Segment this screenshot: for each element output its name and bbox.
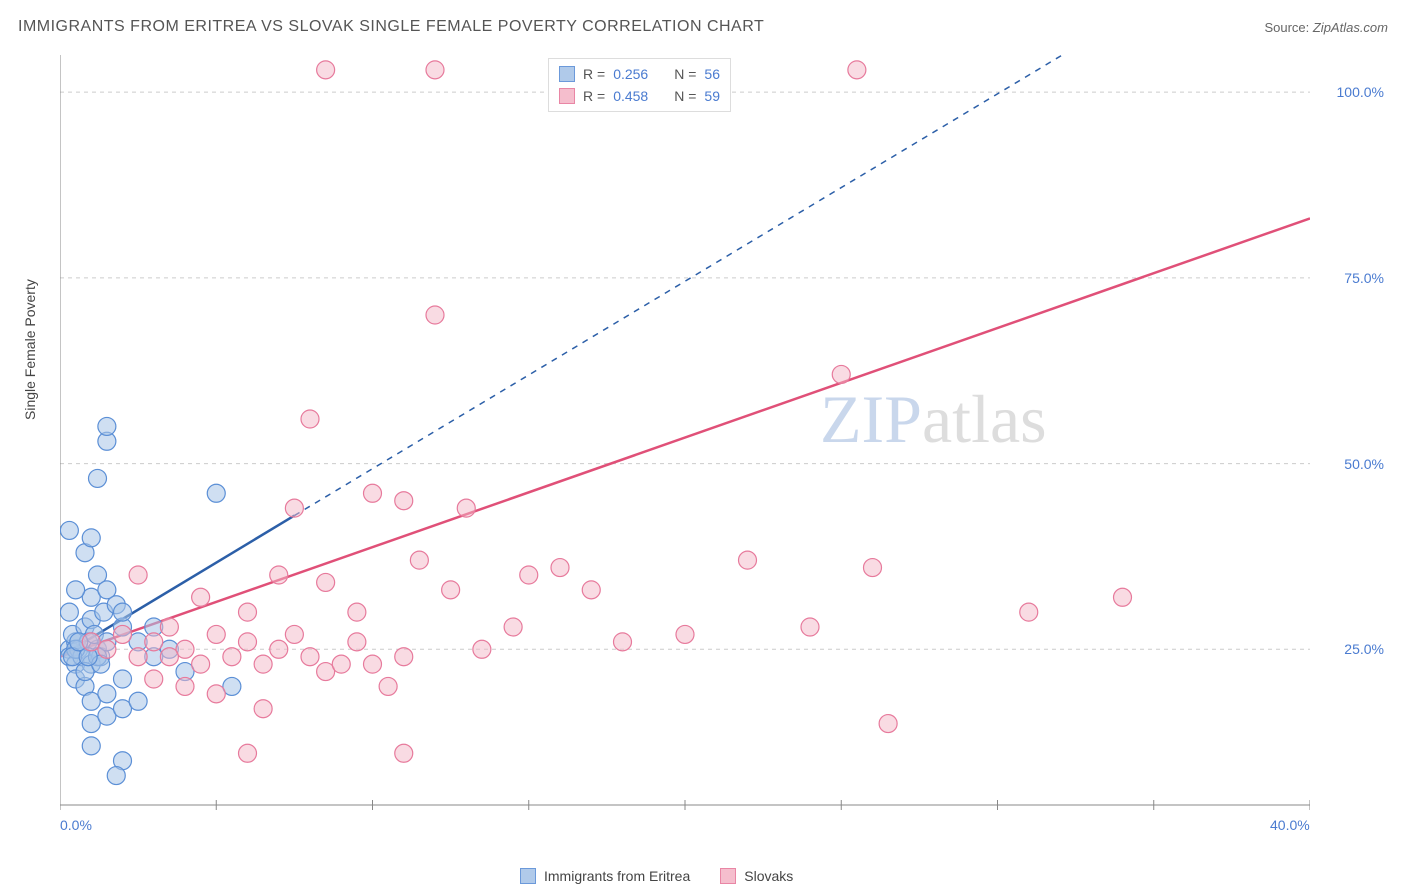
r-value-2: 0.458	[613, 88, 648, 104]
r-label: R =	[583, 66, 605, 82]
legend-swatch-1	[559, 66, 575, 82]
legend-row-series-1: R = 0.256 N = 56	[559, 63, 720, 85]
chart-title: IMMIGRANTS FROM ERITREA VS SLOVAK SINGLE…	[18, 18, 764, 36]
series-legend: Immigrants from Eritrea Slovaks	[520, 868, 793, 884]
y-tick-label: 75.0%	[1344, 270, 1384, 286]
y-axis-label: Single Female Poverty	[22, 279, 38, 420]
n-value-2: 59	[704, 88, 720, 104]
r-value-1: 0.256	[613, 66, 648, 82]
source-prefix: Source:	[1264, 20, 1312, 35]
legend-swatch-bottom-2	[720, 868, 736, 884]
r-label: R =	[583, 88, 605, 104]
y-tick-label: 25.0%	[1344, 641, 1384, 657]
legend-row-series-2: R = 0.458 N = 59	[559, 85, 720, 107]
legend-swatch-bottom-1	[520, 868, 536, 884]
source-attribution: Source: ZipAtlas.com	[1264, 20, 1388, 35]
y-tick-label: 50.0%	[1344, 456, 1384, 472]
legend-label-1: Immigrants from Eritrea	[544, 868, 690, 884]
n-value-1: 56	[704, 66, 720, 82]
legend-item-1: Immigrants from Eritrea	[520, 868, 690, 884]
chart-plot-area	[60, 55, 1310, 835]
n-label: N =	[674, 66, 696, 82]
x-tick-label: 40.0%	[1270, 817, 1310, 833]
source-name: ZipAtlas.com	[1313, 20, 1388, 35]
correlation-legend: R = 0.256 N = 56 R = 0.458 N = 59	[548, 58, 731, 112]
y-tick-label: 100.0%	[1337, 84, 1384, 100]
n-label: N =	[674, 88, 696, 104]
legend-swatch-2	[559, 88, 575, 104]
x-tick-label: 0.0%	[60, 817, 92, 833]
legend-item-2: Slovaks	[720, 868, 793, 884]
legend-label-2: Slovaks	[744, 868, 793, 884]
scatter-plot-svg	[60, 55, 1310, 835]
